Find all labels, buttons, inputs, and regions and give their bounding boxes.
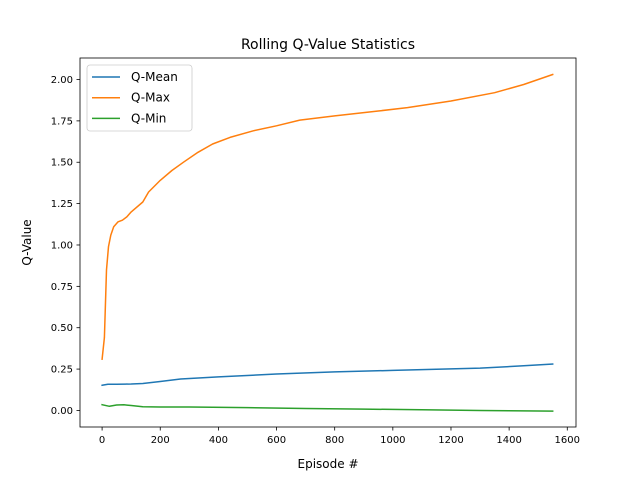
y-tick-label: 0.75 [51, 282, 73, 293]
y-axis-ticks: 0.00 0.25 0.50 0.75 1.00 1.25 1.50 1.75 2.00 [51, 75, 80, 417]
x-tick-label: 0 [99, 435, 105, 446]
legend-label-q-mean: Q-Mean [131, 70, 178, 84]
series-line-q-max [101, 73, 554, 361]
y-tick-label: 2.00 [51, 75, 73, 86]
x-axis-ticks: 0 200 400 600 800 1000 1200 1400 1600 [99, 427, 580, 446]
y-tick-label: 1.75 [51, 116, 73, 127]
series-line-q-mean [101, 363, 554, 387]
x-tick-label: 800 [325, 435, 344, 446]
legend-frame [86, 64, 193, 132]
x-tick-label: 1600 [555, 435, 580, 446]
x-axis-label: Episode # [298, 457, 359, 471]
y-tick-label: 1.50 [51, 158, 73, 169]
x-tick-label: 400 [209, 435, 228, 446]
y-tick-label: 0.50 [51, 323, 73, 334]
legend-label-q-max: Q-Max [131, 91, 170, 105]
x-tick-label: 1200 [438, 435, 463, 446]
y-tick-label: 1.00 [51, 240, 73, 251]
x-tick-label: 200 [151, 435, 170, 446]
chart-title: Rolling Q-Value Statistics [241, 37, 415, 53]
legend-label-q-min: Q-Min [131, 111, 166, 125]
y-tick-label: 1.25 [51, 199, 73, 210]
x-tick-label: 1400 [496, 435, 521, 446]
y-tick-label: 0.00 [51, 406, 73, 417]
y-axis-label: Q-Value [20, 219, 34, 265]
x-tick-label: 600 [267, 435, 286, 446]
y-tick-label: 0.25 [51, 365, 73, 376]
x-tick-label: 1000 [380, 435, 405, 446]
legend: Q-Mean Q-Max Q-Min [86, 64, 193, 132]
series-lines [101, 73, 554, 412]
series-line-q-min [101, 403, 554, 412]
